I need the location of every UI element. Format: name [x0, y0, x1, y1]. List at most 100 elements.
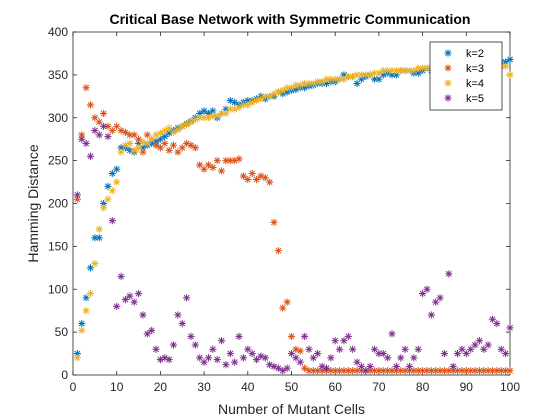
data-point [244, 175, 252, 184]
data-point [139, 311, 147, 319]
x-tick-label: 40 [241, 380, 255, 394]
data-point [143, 131, 151, 139]
y-tick-label: 50 [55, 325, 69, 339]
data-point [104, 182, 112, 190]
data-point [161, 127, 169, 135]
data-point [497, 345, 505, 353]
data-point [222, 361, 230, 369]
data-point [506, 71, 514, 79]
y-axis-label: Hamming Distance [25, 144, 41, 262]
data-point [113, 302, 121, 310]
data-point [82, 139, 90, 148]
data-point [423, 367, 431, 375]
data-point [493, 319, 501, 328]
data-point [78, 326, 86, 335]
data-point [99, 109, 108, 118]
data-point [143, 330, 151, 338]
legend-marker [444, 94, 452, 102]
data-point [91, 127, 99, 135]
data-point [108, 127, 116, 135]
data-point [401, 367, 409, 375]
data-point [152, 141, 160, 149]
data-point [462, 349, 470, 358]
y-tick-label: 0 [61, 368, 68, 382]
legend-box [429, 41, 503, 111]
data-point [252, 355, 261, 364]
data-point [226, 349, 234, 358]
data-point [375, 75, 383, 83]
data-point [506, 55, 514, 64]
data-point [357, 362, 366, 371]
data-point [121, 295, 130, 304]
data-point [388, 330, 396, 338]
data-point [134, 144, 143, 152]
data-point [226, 157, 234, 165]
data-point [244, 345, 252, 353]
data-point [423, 285, 431, 293]
data-point [309, 354, 317, 362]
data-point [296, 347, 304, 355]
data-point [274, 247, 282, 255]
data-point [314, 349, 322, 358]
data-point [384, 354, 392, 362]
data-point [165, 355, 173, 364]
data-point [488, 367, 497, 375]
data-point [410, 66, 418, 75]
data-point [432, 367, 440, 375]
data-point [73, 191, 81, 199]
data-point [292, 354, 300, 362]
data-point [209, 163, 217, 172]
data-point [108, 169, 116, 178]
data-point [471, 341, 479, 349]
data-point [362, 71, 370, 79]
data-point [191, 341, 199, 349]
data-point [139, 148, 147, 156]
y-tick-label: 150 [48, 239, 68, 253]
data-point [419, 64, 427, 72]
data-point [349, 345, 357, 353]
data-point [401, 345, 409, 353]
data-point [130, 131, 138, 139]
data-point [458, 345, 466, 353]
data-point [99, 204, 108, 212]
data-point [82, 84, 90, 92]
data-point [152, 345, 160, 353]
data-point [148, 326, 156, 335]
data-point [453, 367, 462, 375]
legend-entry: k=5 [466, 93, 484, 105]
data-point [209, 107, 217, 115]
data-point [305, 367, 313, 375]
data-point [287, 349, 296, 358]
data-point [370, 345, 379, 353]
y-tick-label: 100 [48, 282, 68, 296]
data-point [183, 294, 191, 302]
data-point [370, 75, 379, 83]
data-point [506, 367, 514, 375]
x-tick-label: 0 [70, 380, 77, 394]
data-point [217, 337, 226, 345]
data-point [104, 133, 112, 141]
data-point [178, 144, 186, 152]
data-point [414, 345, 422, 353]
data-point [217, 167, 226, 175]
data-point [270, 218, 278, 226]
data-point [502, 62, 510, 70]
data-point [178, 319, 186, 328]
data-point [283, 298, 291, 306]
data-point [108, 217, 116, 225]
data-point [340, 337, 348, 345]
x-tick-label: 100 [500, 380, 520, 394]
data-point [392, 71, 400, 79]
data-point [130, 298, 138, 306]
data-point [174, 311, 182, 319]
x-tick-label: 70 [372, 380, 386, 394]
data-point [467, 345, 475, 353]
data-point [349, 367, 357, 375]
data-point [156, 129, 164, 137]
data-point [502, 349, 510, 358]
x-tick-label: 30 [197, 380, 211, 394]
data-point [117, 272, 125, 280]
data-point [78, 131, 86, 139]
series-4 [73, 122, 514, 375]
y-axis: 0 50 100 150 200 250 300 350 400 [48, 25, 510, 382]
